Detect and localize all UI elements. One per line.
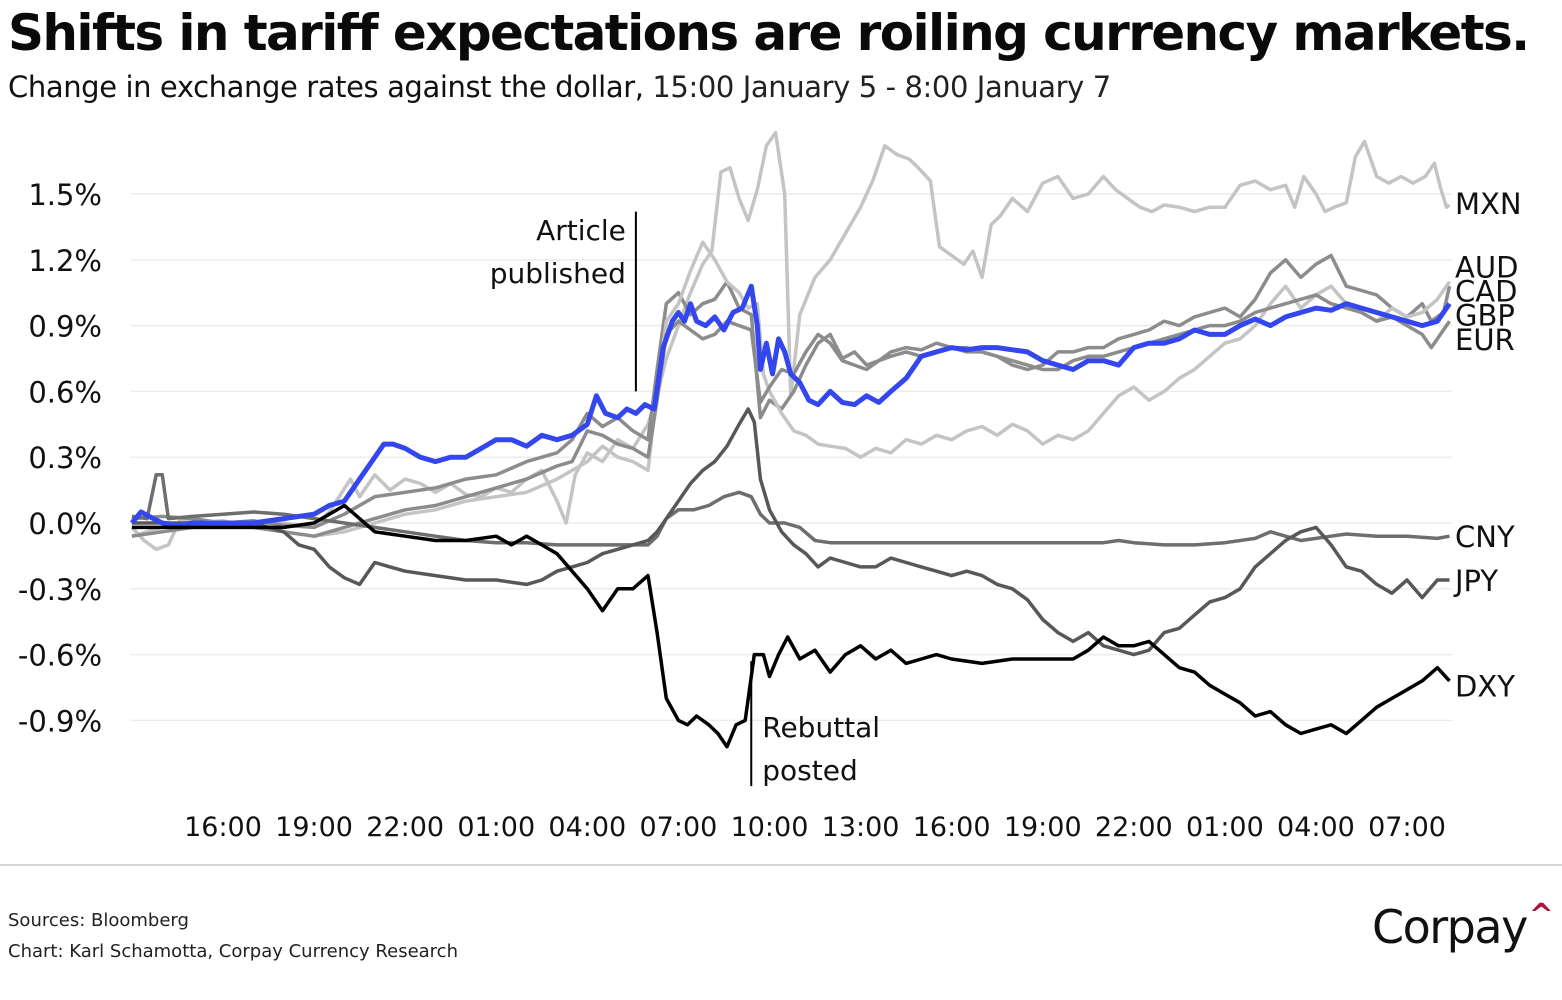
annotation-text: posted: [762, 754, 857, 787]
series-label-gbp: GBP: [1455, 299, 1515, 333]
chart-credit: Chart: Karl Schamotta, Corpay Currency R…: [8, 941, 458, 962]
logo-text: Corpay: [1372, 900, 1528, 954]
y-axis-ticks: 1.5% 1.2% 0.9% 0.6% 0.3% 0.0% -0.3% -0.6% -0.9%: [18, 178, 102, 738]
x-axis-ticks: 16:00 19:00 22:00 01:00 04:00 07:00 10:00 13:00…: [184, 812, 1446, 843]
x-tick-label: 13:00: [822, 812, 900, 843]
x-tick-label: 07:00: [1368, 812, 1446, 843]
x-tick-label: 16:00: [184, 812, 262, 843]
x-tick-label: 01:00: [1186, 812, 1264, 843]
series-label-cad: CAD: [1455, 275, 1517, 309]
x-tick-label: 04:00: [1277, 812, 1355, 843]
corpay-logo: Corpay^: [1372, 898, 1554, 954]
series-line-eur: [131, 293, 1451, 538]
subtitle-range: 15:00 January 5 - 8:00 January 7: [643, 70, 1111, 104]
y-tick-label: 0.9%: [28, 310, 102, 344]
x-tick-label: 07:00: [639, 812, 717, 843]
x-tick-label: 04:00: [548, 812, 626, 843]
series-label-mxn: MXN: [1455, 187, 1522, 221]
annotations: Article published Rebuttal posted: [490, 211, 880, 787]
y-tick-label: -0.3%: [18, 573, 102, 607]
x-tick-label: 22:00: [1095, 812, 1173, 843]
annotation-text: published: [490, 257, 626, 290]
x-tick-label: 19:00: [1004, 812, 1082, 843]
x-tick-label: 19:00: [275, 812, 353, 843]
y-tick-label: -0.6%: [18, 639, 102, 673]
footer-divider: [0, 864, 1562, 866]
series-label-eur: EUR: [1455, 323, 1515, 357]
series-line-aud: [131, 253, 1452, 530]
subtitle-main: Change in exchange rates against the dol…: [8, 70, 644, 104]
logo-caret-icon: ^: [1528, 898, 1554, 933]
annotation-text: Rebuttal: [762, 711, 880, 744]
x-tick-label: 01:00: [457, 812, 535, 843]
y-tick-label: 0.3%: [28, 441, 102, 475]
chart-title: Shifts in tariff expectations are roilin…: [8, 4, 1530, 62]
y-tick-label: 0.0%: [28, 507, 102, 541]
series-line-jpy: [131, 407, 1450, 657]
series-line-cad: [131, 240, 1451, 538]
annotation-text: Article: [536, 214, 626, 247]
y-tick-label: 1.5%: [28, 178, 102, 212]
series-line-mxn: [130, 130, 1451, 552]
series-line-dxy: [131, 503, 1451, 749]
source-note: Sources: Bloomberg: [8, 910, 189, 931]
chart-subtitle: Change in exchange rates against the dol…: [8, 70, 1111, 104]
series-line-gbp: [129, 283, 1452, 528]
line-chart: 1.5%1.2%0.9%0.6%0.3%0.0%-0.3%-0.6%-0.9% …: [18, 130, 1522, 843]
series-label-aud: AUD: [1455, 250, 1518, 284]
series-label-dxy: DXY: [1455, 669, 1515, 703]
x-tick-label: 16:00: [913, 812, 991, 843]
y-tick-label: -0.9%: [18, 704, 102, 738]
series-lines: [129, 130, 1452, 749]
y-tick-label: 0.6%: [28, 375, 102, 409]
x-tick-label: 22:00: [366, 812, 444, 843]
series-label-cny: CNY: [1455, 520, 1515, 554]
series-label-jpy: JPY: [1453, 564, 1498, 598]
y-tick-label: 1.2%: [28, 244, 102, 278]
x-tick-label: 10:00: [731, 812, 809, 843]
